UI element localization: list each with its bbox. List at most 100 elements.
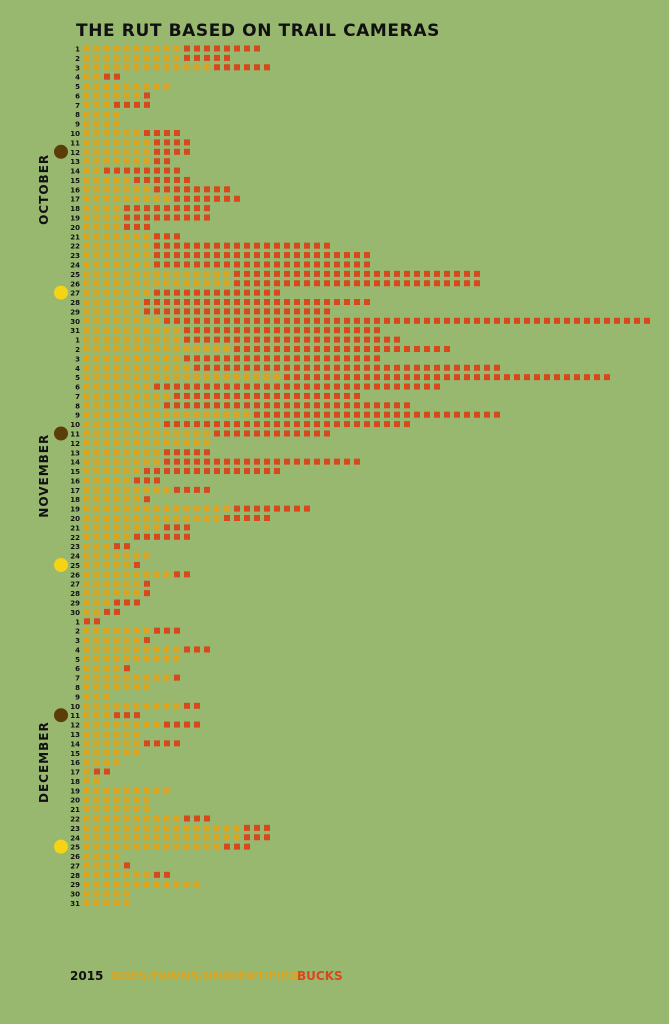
buck-square xyxy=(364,261,370,268)
new-moon-marker xyxy=(54,708,68,723)
doe-square xyxy=(124,158,130,165)
doe-square xyxy=(84,299,90,306)
buck-square xyxy=(174,533,180,540)
buck-square xyxy=(184,533,190,540)
buck-square xyxy=(174,176,180,183)
doe-square xyxy=(94,139,100,146)
doe-square xyxy=(154,486,160,493)
doe-square xyxy=(104,590,110,597)
doe-square xyxy=(154,411,160,418)
doe-square xyxy=(134,580,140,587)
buck-square xyxy=(444,270,450,277)
buck-square xyxy=(294,458,300,465)
buck-square xyxy=(254,345,260,352)
doe-square xyxy=(124,299,130,306)
buck-square xyxy=(534,317,540,324)
buck-square xyxy=(384,280,390,287)
buck-square xyxy=(174,421,180,428)
doe-square xyxy=(134,655,140,662)
buck-square xyxy=(264,824,270,831)
buck-square xyxy=(474,270,480,277)
doe-square xyxy=(144,881,150,888)
buck-square xyxy=(294,261,300,268)
day-label: 20 xyxy=(70,797,80,805)
day-label: 10 xyxy=(70,130,80,138)
doe-square xyxy=(184,345,190,352)
doe-square xyxy=(154,317,160,324)
buck-square xyxy=(344,345,350,352)
buck-square xyxy=(174,186,180,193)
doe-square xyxy=(84,54,90,61)
doe-square xyxy=(134,299,140,306)
buck-square xyxy=(224,430,230,437)
doe-square xyxy=(144,364,150,371)
doe-square xyxy=(144,261,150,268)
buck-square xyxy=(184,392,190,399)
buck-square xyxy=(274,383,280,390)
buck-square xyxy=(304,317,310,324)
buck-square xyxy=(394,421,400,428)
buck-square xyxy=(484,364,490,371)
doe-square xyxy=(154,195,160,202)
day-row: 31 xyxy=(70,899,130,908)
buck-square xyxy=(204,299,210,306)
buck-square xyxy=(204,205,210,212)
doe-square xyxy=(84,627,90,634)
doe-square xyxy=(114,449,120,456)
doe-square xyxy=(214,843,220,850)
doe-square xyxy=(154,458,160,465)
day-row: 31 xyxy=(70,327,380,335)
doe-square xyxy=(104,759,110,766)
buck-square xyxy=(414,280,420,287)
buck-square xyxy=(354,299,360,306)
buck-square xyxy=(214,317,220,324)
doe-square xyxy=(104,186,110,193)
doe-square xyxy=(114,92,120,99)
buck-square xyxy=(324,270,330,277)
buck-square xyxy=(174,524,180,531)
day-row: 20 xyxy=(70,223,150,232)
doe-square xyxy=(114,627,120,634)
doe-square xyxy=(164,815,170,822)
doe-square xyxy=(94,233,100,240)
buck-square xyxy=(334,336,340,343)
doe-square xyxy=(144,139,150,146)
doe-square xyxy=(84,843,90,850)
doe-square xyxy=(144,627,150,634)
day-row: 14 xyxy=(70,740,180,748)
buck-square xyxy=(374,411,380,418)
day-row: 1 xyxy=(75,618,100,626)
day-label: 4 xyxy=(75,365,80,373)
day-row: 1 xyxy=(75,336,400,345)
doe-square xyxy=(174,655,180,662)
buck-square xyxy=(434,364,440,371)
doe-square xyxy=(144,702,150,709)
buck-square xyxy=(184,261,190,268)
doe-square xyxy=(94,843,100,850)
doe-square xyxy=(94,299,100,306)
doe-square xyxy=(114,899,120,906)
doe-square xyxy=(104,336,110,343)
doe-square xyxy=(164,439,170,446)
doe-square xyxy=(104,261,110,268)
doe-square xyxy=(104,355,110,362)
buck-square xyxy=(344,421,350,428)
buck-square xyxy=(224,308,230,315)
buck-square xyxy=(224,458,230,465)
doe-square xyxy=(144,646,150,653)
day-row: 15 xyxy=(70,749,140,758)
month-label-october: OCTOBER xyxy=(37,154,51,225)
day-label: 25 xyxy=(70,562,80,570)
doe-square xyxy=(84,881,90,888)
doe-square xyxy=(84,899,90,906)
buck-square xyxy=(414,411,420,418)
doe-square xyxy=(114,45,120,52)
doe-square xyxy=(144,552,150,559)
doe-square xyxy=(134,64,140,71)
buck-square xyxy=(324,392,330,399)
doe-square xyxy=(134,411,140,418)
buck-square xyxy=(364,374,370,381)
day-row: 8 xyxy=(75,111,120,119)
doe-square xyxy=(94,439,100,446)
buck-square xyxy=(164,627,170,634)
